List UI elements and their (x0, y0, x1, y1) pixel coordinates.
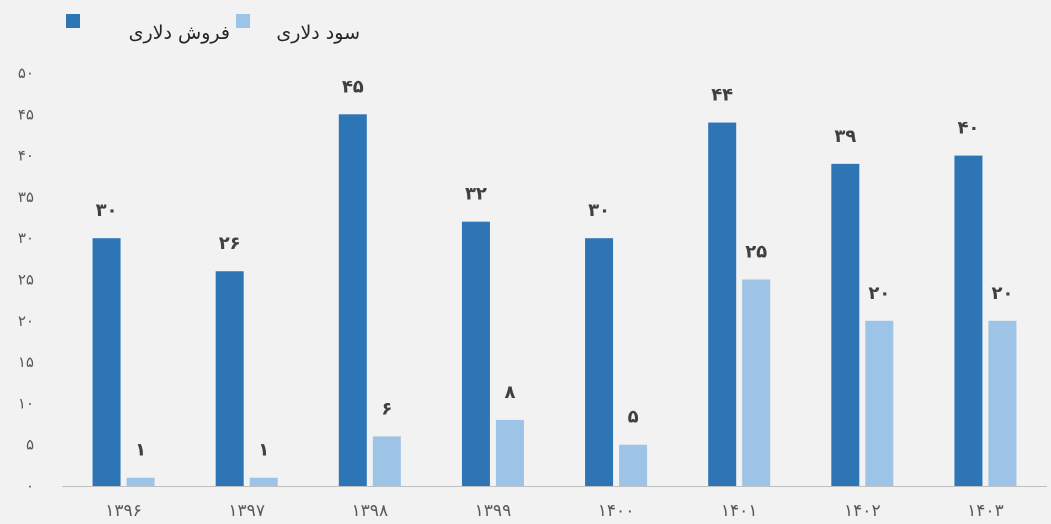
legend-swatch-sales (66, 14, 80, 28)
data-label-sales: ۳۰ (96, 200, 118, 221)
bar-profit (372, 436, 401, 486)
bar-sales (461, 221, 490, 486)
legend-label-profit: سود دلاری (276, 22, 360, 44)
x-tick-label: ۱۴۰۳ (967, 501, 1004, 521)
data-label-profit: ۱ (135, 440, 146, 461)
data-label-profit: ۱ (258, 440, 269, 461)
bar-sales (831, 163, 860, 487)
data-label-profit: ۲۵ (745, 242, 767, 263)
bar-profit (249, 477, 278, 486)
x-tick-label: ۱۴۰۲ (844, 501, 881, 521)
y-tick-label: ۳۵ (18, 188, 34, 206)
y-tick-label: ۵ (26, 436, 34, 454)
y-tick-label: ۴۵ (18, 105, 34, 123)
bar-sales (92, 238, 121, 486)
bar-profit (988, 320, 1017, 486)
data-label-sales: ۴۰ (957, 118, 979, 139)
y-tick-label: ۵۰ (18, 64, 34, 82)
x-tick-label: ۱۳۹۶ (105, 501, 142, 521)
bars (92, 114, 1017, 487)
data-label-profit: ۲۰ (991, 283, 1013, 304)
y-tick-label: ۱۵ (18, 353, 34, 371)
data-label-sales: ۳۰ (588, 200, 610, 221)
data-labels: ۳۰ ۱ ۲۶ ۱ ۴۵ ۶ ۳۲ ۸ ۳۰ ۵ ۴۴ ۲۵ ۳۹ ۲۰ ۴۰ ۲۰ (96, 76, 1014, 460)
y-axis: ۰ ۵ ۱۰ ۱۵ ۲۰ ۲۵ ۳۰ ۳۵ ۴۰ ۴۵ ۵۰ (18, 64, 34, 495)
bar-sales (585, 238, 614, 486)
x-tick-label: ۱۳۹۹ (475, 501, 512, 521)
y-tick-label: ۳۰ (18, 229, 34, 247)
bar-sales (215, 271, 244, 486)
legend: فروش دلاری سود دلاری (66, 14, 360, 44)
data-label-profit: ۶ (381, 398, 392, 419)
bar-profit (865, 320, 894, 486)
bar-sales (708, 122, 737, 486)
legend-swatch-profit (236, 14, 250, 28)
bar-profit (126, 477, 155, 486)
data-label-profit: ۵ (628, 407, 639, 428)
y-tick-label: ۱۰ (18, 394, 34, 412)
bar-profit (619, 444, 648, 486)
x-tick-label: ۱۳۹۷ (228, 501, 265, 521)
data-label-sales: ۴۵ (342, 76, 364, 97)
data-label-sales: ۳۹ (834, 126, 856, 147)
data-label-sales: ۳۲ (465, 184, 487, 205)
x-axis: ۱۳۹۶ ۱۳۹۷ ۱۳۹۸ ۱۳۹۹ ۱۴۰۰ ۱۴۰۱ ۱۴۰۲ ۱۴۰۳ (105, 501, 1003, 521)
y-tick-label: ۰ (26, 477, 34, 495)
data-label-profit: ۸ (504, 382, 515, 403)
y-tick-label: ۲۰ (18, 312, 34, 330)
y-tick-label: ۲۵ (18, 271, 34, 289)
bar-sales (954, 155, 983, 486)
bar-sales (338, 114, 367, 487)
data-label-profit: ۲۰ (868, 283, 890, 304)
data-label-sales: ۲۶ (219, 233, 241, 254)
x-tick-label: ۱۳۹۸ (352, 501, 389, 521)
x-tick-label: ۱۴۰۰ (598, 501, 635, 521)
x-tick-label: ۱۴۰۱ (721, 501, 758, 521)
data-label-sales: ۴۴ (711, 85, 733, 106)
y-tick-label: ۴۰ (18, 147, 34, 165)
bar-profit (495, 419, 524, 486)
bar-profit (742, 279, 771, 486)
legend-label-sales: فروش دلاری (129, 22, 230, 44)
